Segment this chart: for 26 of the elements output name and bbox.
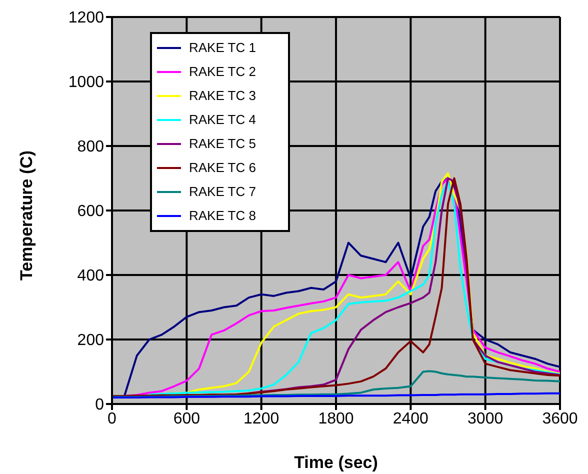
x-tick-label: 1800 bbox=[318, 410, 354, 428]
legend-label: RAKE TC 3 bbox=[189, 87, 256, 105]
x-tick-label: 2400 bbox=[392, 410, 429, 428]
y-tick-label: 800 bbox=[77, 138, 104, 156]
x-tick-label: 3000 bbox=[468, 410, 504, 428]
y-tick-label: 1000 bbox=[68, 74, 104, 92]
y-tick-label: 1200 bbox=[68, 10, 104, 27]
line-series bbox=[248, 177, 560, 394]
x-tick-label: 3600 bbox=[542, 410, 578, 428]
legend-label: RAKE TC 5 bbox=[189, 135, 256, 153]
x-tick-label: 0 bbox=[108, 410, 117, 428]
y-tick-label: 400 bbox=[77, 268, 104, 285]
y-tick-label: 600 bbox=[77, 203, 104, 220]
line-series bbox=[112, 370, 560, 398]
legend-label: RAKE TC 4 bbox=[189, 111, 256, 129]
legend-label: RAKE TC 8 bbox=[189, 207, 256, 225]
x-tick-label: 1200 bbox=[244, 410, 280, 428]
legend-label: RAKE TC 7 bbox=[189, 183, 256, 201]
y-tick-label: 0 bbox=[95, 396, 104, 414]
y-tick-label: 200 bbox=[77, 332, 104, 350]
y-axis-title: Temperature (C) bbox=[17, 150, 36, 280]
x-axis-title: Time (sec) bbox=[294, 453, 378, 472]
legend-label: RAKE TC 2 bbox=[189, 63, 256, 81]
legend-label: RAKE TC 1 bbox=[189, 39, 256, 57]
legend-label: RAKE TC 6 bbox=[189, 159, 256, 177]
x-tick-label: 600 bbox=[173, 410, 200, 428]
